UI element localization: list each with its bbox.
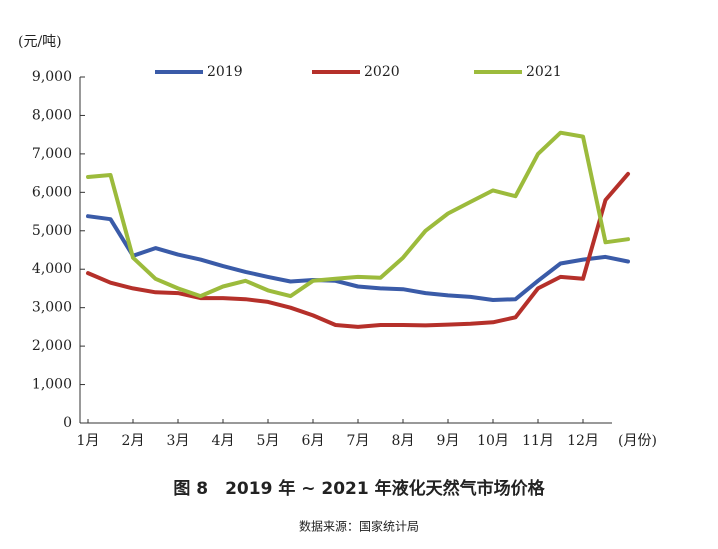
- x-tick-label: 8月: [392, 433, 415, 449]
- x-tick-label: 10月: [477, 433, 509, 449]
- y-tick-label: 1,000: [32, 377, 72, 393]
- series-line: [86, 171, 630, 329]
- y-tick-label: 2,000: [32, 338, 72, 354]
- x-tick-label: 6月: [302, 433, 325, 449]
- legend-label: 2020: [364, 64, 400, 80]
- x-tick-label: 3月: [167, 433, 190, 449]
- series-line: [86, 214, 630, 302]
- x-tick-label: 9月: [437, 433, 460, 449]
- x-tick-label: 5月: [257, 433, 280, 449]
- y-tick-label: 0: [63, 415, 72, 431]
- x-tick-label: 4月: [212, 433, 235, 449]
- x-tick-label: 2月: [122, 433, 145, 449]
- x-axis-label: (月份): [618, 433, 657, 449]
- series-line: [86, 130, 630, 299]
- legend-label: 2021: [526, 64, 562, 80]
- y-tick-label: 8,000: [32, 107, 72, 123]
- x-tick-label: 11月: [522, 433, 554, 449]
- x-tick-label: 12月: [567, 433, 599, 449]
- y-tick-label: 3,000: [32, 300, 72, 316]
- chart-title: 图 8 2019 年 ~ 2021 年液化天然气市场价格: [173, 478, 545, 499]
- x-tick-label: 1月: [77, 433, 100, 449]
- y-tick-label: 4,000: [32, 261, 72, 277]
- x-tick-label: 7月: [347, 433, 370, 449]
- y-tick-label: 9,000: [32, 69, 72, 85]
- y-tick-label: 6,000: [32, 184, 72, 200]
- legend-label: 2019: [207, 64, 243, 80]
- y-tick-label: 5,000: [32, 223, 72, 239]
- y-axis-label: (元/吨): [18, 34, 62, 50]
- y-tick-label: 7,000: [32, 146, 72, 162]
- source: 数据来源：国家统计局: [299, 519, 419, 534]
